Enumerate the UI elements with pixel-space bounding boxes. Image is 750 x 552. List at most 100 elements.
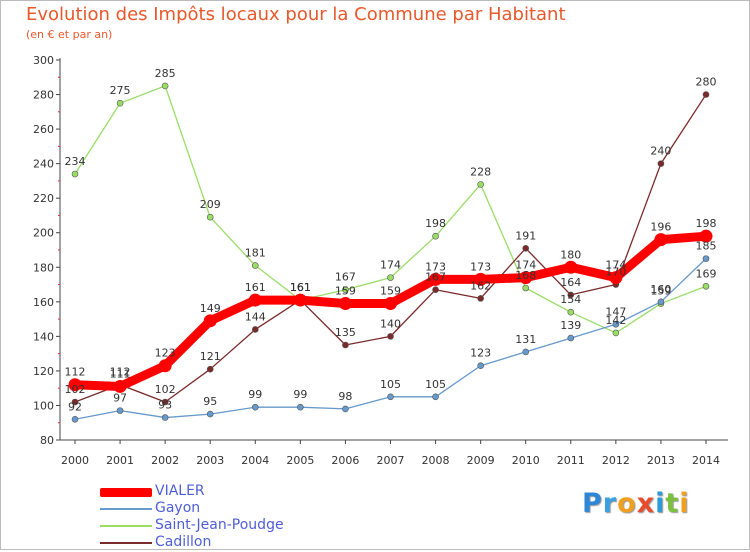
point-cadillon-2006 [342, 341, 349, 349]
data-label-vialer-2001: 111 [110, 367, 131, 380]
y-tick-label-140: 140 [33, 330, 54, 343]
data-label-gayon-2005: 99 [293, 388, 307, 401]
point-gayon-2013 [657, 298, 665, 306]
point-vialer-2002 [158, 359, 172, 373]
data-label-cadillon-2009: 162 [470, 279, 491, 292]
point-gayon-2006 [342, 405, 349, 413]
point-vialer-2004 [248, 293, 262, 307]
data-label-cadillon-2001: 112 [110, 366, 131, 379]
legend-label-saint-jean-poudge: Saint-Jean-Poudge [155, 517, 284, 533]
x-tick-label-2003: 2003 [196, 454, 224, 467]
data-label-saint-jean-poudge-2013: 159 [650, 285, 671, 298]
data-label-saint-jean-poudge-2014: 169 [696, 267, 717, 280]
data-label-saint-jean-poudge-2007: 174 [380, 259, 401, 272]
x-tick-label-2009: 2009 [467, 454, 495, 467]
point-saint-jean-poudge-2011 [567, 308, 575, 316]
point-gayon-2010 [522, 348, 530, 356]
data-label-cadillon-2010: 191 [515, 229, 536, 242]
data-label-gayon-2006: 98 [338, 390, 352, 403]
x-tick-label-2000: 2000 [61, 454, 89, 467]
point-cadillon-2008 [432, 286, 439, 294]
y-tick-label-280: 280 [33, 89, 54, 102]
point-gayon-2002 [161, 414, 169, 421]
point-vialer-2010 [519, 271, 533, 285]
y-tick-label-300: 300 [33, 54, 54, 67]
data-label-cadillon-2014: 280 [696, 76, 717, 89]
point-cadillon-2000 [71, 398, 79, 406]
chart-title: Evolution des Impôts locaux pour la Comm… [26, 4, 566, 25]
x-tick-label-2005: 2005 [286, 454, 314, 467]
data-label-gayon-2014: 185 [696, 240, 717, 253]
data-label-vialer-2005: 161 [290, 281, 311, 294]
proxiti-logo: Proxiti [582, 488, 690, 519]
point-gayon-2009 [477, 362, 484, 370]
point-cadillon-2002 [161, 398, 169, 406]
data-label-saint-jean-poudge-2010: 168 [515, 269, 536, 282]
chart-subtitle: (en € et par an) [26, 28, 113, 41]
data-label-cadillon-2005: 161 [290, 281, 311, 294]
y-tick-label-100: 100 [33, 399, 54, 412]
point-saint-jean-poudge-2008 [432, 232, 439, 240]
legend-swatch-cadillon [100, 542, 152, 544]
x-tick-label-2014: 2014 [692, 454, 720, 467]
data-label-cadillon-2002: 102 [155, 383, 176, 396]
point-gayon-2003 [206, 410, 214, 418]
data-label-gayon-2003: 95 [203, 395, 217, 408]
point-gayon-2005 [297, 403, 304, 411]
data-label-vialer-2000: 112 [65, 366, 86, 379]
legend-label-vialer: VIALER [155, 483, 205, 499]
data-label-saint-jean-poudge-2003: 209 [200, 198, 221, 211]
data-label-vialer-2003: 149 [200, 302, 221, 315]
data-label-cadillon-2006: 135 [335, 326, 356, 339]
data-label-saint-jean-poudge-2012: 142 [605, 314, 626, 327]
y-tick-label-240: 240 [33, 158, 54, 171]
data-label-gayon-2010: 131 [515, 333, 536, 346]
point-cadillon-2014 [702, 91, 710, 98]
data-label-saint-jean-poudge-2004: 181 [245, 247, 266, 260]
data-label-gayon-2009: 123 [470, 347, 491, 360]
data-label-gayon-2007: 105 [380, 378, 401, 391]
point-cadillon-2013 [657, 160, 665, 167]
data-label-cadillon-2012: 170 [605, 266, 626, 279]
legend-swatch-gayon [100, 508, 152, 510]
x-tick-label-2004: 2004 [241, 454, 269, 467]
data-label-vialer-2008: 173 [425, 260, 446, 273]
point-cadillon-2009 [477, 295, 484, 302]
data-label-cadillon-2008: 167 [425, 271, 446, 284]
data-label-gayon-2011: 139 [560, 319, 581, 332]
point-vialer-2009 [474, 272, 488, 286]
x-tick-label-2006: 2006 [331, 454, 359, 467]
point-gayon-2004 [251, 403, 259, 411]
data-label-vialer-2004: 161 [245, 281, 266, 294]
point-saint-jean-poudge-2014 [702, 282, 710, 290]
y-tick-label-160: 160 [33, 296, 54, 309]
point-saint-jean-poudge-2012 [612, 329, 620, 337]
y-tick-label-180: 180 [33, 261, 54, 274]
point-vialer-2000 [68, 378, 82, 392]
legend-label-gayon: Gayon [155, 500, 201, 516]
point-gayon-2011 [567, 334, 575, 342]
data-label-cadillon-2004: 144 [245, 310, 266, 323]
point-gayon-2012 [612, 320, 620, 328]
data-label-gayon-2004: 99 [248, 388, 262, 401]
x-tick-label-2013: 2013 [647, 454, 675, 467]
point-gayon-2014 [702, 255, 710, 262]
data-label-saint-jean-poudge-2002: 285 [155, 67, 176, 80]
x-tick-label-2012: 2012 [602, 454, 630, 467]
data-label-gayon-2012: 147 [605, 305, 626, 318]
point-saint-jean-poudge-2003 [206, 213, 214, 221]
data-label-saint-jean-poudge-2011: 154 [560, 293, 581, 306]
data-label-cadillon-2013: 240 [650, 145, 671, 158]
data-label-vialer-2013: 196 [650, 221, 671, 234]
x-tick-label-2010: 2010 [512, 454, 540, 467]
legend-label-cadillon: Cadillon [155, 534, 212, 550]
point-gayon-2000 [71, 415, 79, 423]
legend-swatch-saint-jean-poudge [100, 525, 152, 527]
data-label-gayon-2008: 105 [425, 378, 446, 391]
point-saint-jean-poudge-2007 [387, 274, 394, 281]
point-vialer-2005 [293, 293, 307, 307]
x-tick-label-2002: 2002 [151, 454, 179, 467]
point-gayon-2007 [387, 393, 394, 401]
y-tick-label-220: 220 [33, 192, 54, 205]
point-cadillon-2004 [251, 326, 259, 333]
